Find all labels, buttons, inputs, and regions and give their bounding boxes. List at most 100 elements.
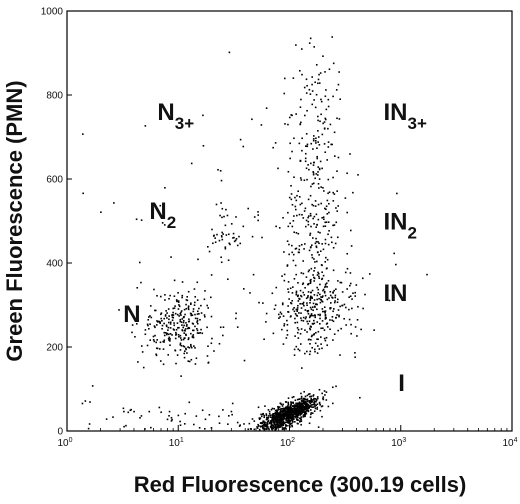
- data-point: [324, 221, 327, 224]
- data-point: [283, 417, 286, 419]
- data-point: [289, 157, 291, 160]
- data-point: [299, 414, 302, 416]
- data-point: [323, 390, 326, 392]
- data-point: [211, 337, 213, 340]
- data-point: [293, 404, 296, 407]
- data-point: [296, 408, 299, 410]
- data-point: [283, 412, 285, 415]
- data-point: [302, 411, 304, 413]
- data-point: [326, 286, 328, 288]
- data-point: [190, 345, 192, 348]
- data-point: [318, 178, 321, 180]
- data-point: [220, 256, 222, 259]
- data-point: [278, 227, 281, 229]
- data-point: [280, 407, 283, 410]
- data-point: [280, 414, 283, 416]
- data-point: [286, 417, 289, 419]
- data-point: [182, 338, 185, 341]
- data-point: [281, 421, 284, 424]
- data-point: [179, 424, 182, 427]
- data-point: [268, 422, 271, 425]
- data-point: [138, 261, 141, 264]
- data-point: [283, 414, 285, 417]
- data-point: [306, 302, 308, 304]
- data-point: [332, 310, 334, 313]
- data-point: [206, 326, 208, 329]
- data-point: [198, 426, 201, 429]
- data-point: [331, 241, 333, 244]
- data-point: [152, 335, 155, 338]
- data-point: [312, 182, 315, 185]
- data-point: [310, 314, 312, 317]
- data-point: [202, 145, 205, 147]
- data-point: [153, 340, 156, 343]
- data-point: [282, 428, 284, 431]
- data-point: [187, 360, 190, 362]
- data-point: [312, 399, 315, 401]
- data-point: [281, 423, 284, 426]
- data-point: [275, 420, 278, 423]
- data-point: [426, 273, 428, 276]
- data-point: [183, 332, 186, 334]
- data-point: [260, 124, 263, 126]
- data-point: [325, 108, 328, 111]
- data-point: [293, 176, 295, 179]
- data-point: [305, 410, 307, 413]
- data-point: [203, 314, 206, 316]
- data-point: [284, 410, 287, 412]
- data-point: [256, 427, 259, 429]
- data-point: [323, 127, 326, 130]
- data-point: [200, 304, 202, 307]
- data-point: [142, 366, 145, 369]
- data-point: [393, 252, 395, 255]
- data-point: [304, 403, 306, 406]
- data-point: [168, 318, 170, 321]
- data-point: [331, 319, 333, 322]
- data-point: [137, 361, 139, 363]
- data-point: [292, 259, 295, 262]
- data-point: [333, 131, 336, 134]
- data-point: [222, 233, 224, 235]
- data-point: [179, 320, 182, 323]
- data-point: [295, 247, 298, 250]
- data-point: [277, 424, 279, 427]
- data-point: [221, 334, 224, 337]
- y-tick-label: 200: [46, 343, 63, 354]
- data-point: [185, 333, 187, 336]
- data-point: [251, 235, 254, 238]
- data-point: [317, 82, 319, 85]
- data-point: [280, 420, 282, 422]
- data-point: [307, 393, 310, 396]
- data-point: [235, 317, 237, 320]
- data-point: [282, 416, 284, 419]
- data-point: [324, 294, 327, 297]
- data-point: [183, 337, 186, 339]
- data-point: [302, 272, 305, 275]
- data-point: [290, 184, 292, 187]
- data-point: [239, 242, 242, 245]
- data-point: [190, 314, 192, 317]
- data-point: [290, 402, 292, 405]
- data-point: [212, 242, 214, 245]
- data-point: [285, 428, 287, 430]
- data-point: [323, 337, 326, 340]
- data-point: [300, 409, 303, 411]
- data-point: [292, 414, 295, 416]
- data-point: [322, 55, 324, 57]
- data-point: [185, 322, 187, 324]
- data-point: [315, 399, 318, 402]
- data-point: [280, 423, 282, 426]
- data-point: [295, 113, 297, 115]
- data-point: [304, 152, 307, 155]
- data-point: [275, 418, 277, 421]
- data-point: [267, 419, 270, 422]
- data-point: [307, 309, 310, 312]
- data-point: [333, 333, 336, 335]
- data-point: [163, 322, 165, 325]
- data-point: [286, 240, 289, 243]
- data-point: [169, 332, 172, 335]
- data-point: [272, 414, 275, 417]
- data-point: [315, 237, 317, 240]
- data-point: [319, 301, 322, 304]
- data-point: [158, 348, 161, 350]
